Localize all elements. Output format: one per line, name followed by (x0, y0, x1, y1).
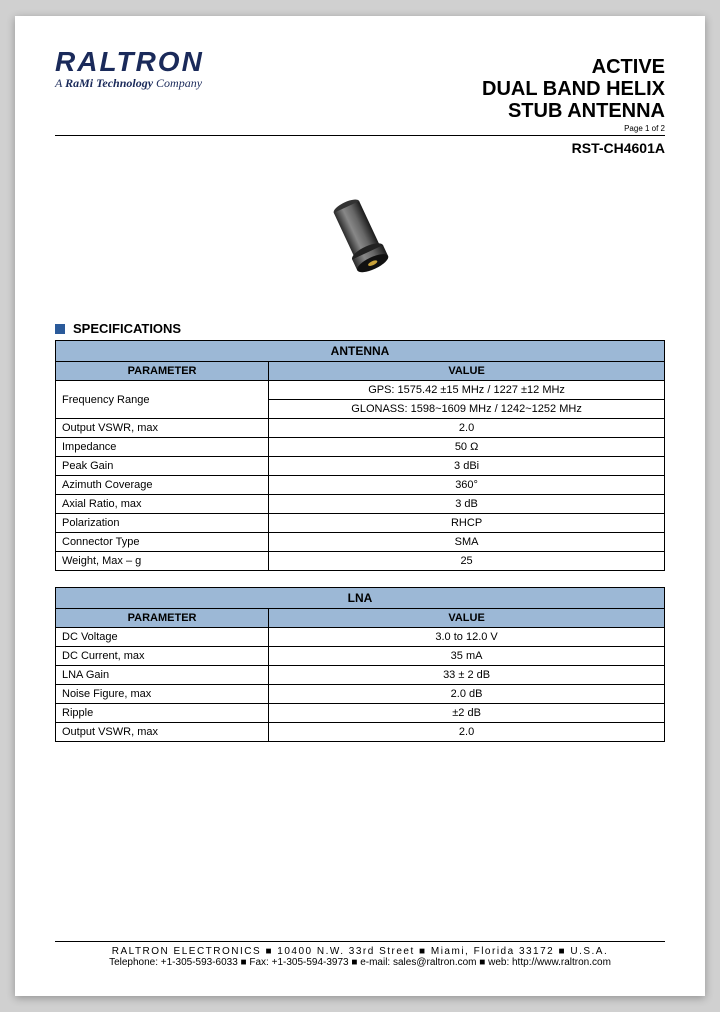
value-cell: 2.0 (269, 419, 665, 438)
value-cell: 50 Ω (269, 438, 665, 457)
param-cell: Polarization (56, 514, 269, 533)
value-cell: 35 mA (269, 647, 665, 666)
table-row: Weight, Max – g25 (56, 552, 665, 571)
value-cell: 3.0 to 12.0 V (269, 628, 665, 647)
table-row: Ripple±2 dB (56, 704, 665, 723)
table1-header-value: VALUE (269, 362, 665, 381)
freq-value-1: GPS: 1575.42 ±15 MHz / 1227 ±12 MHz (269, 381, 665, 400)
table-row: Azimuth Coverage360° (56, 476, 665, 495)
value-cell: 25 (269, 552, 665, 571)
table-row: Axial Ratio, max3 dB (56, 495, 665, 514)
param-cell: Ripple (56, 704, 269, 723)
param-cell: Peak Gain (56, 457, 269, 476)
datasheet-page: RALTRON A RaMi Technology Company ACTIVE… (15, 16, 705, 996)
footer-divider (55, 941, 665, 942)
antenna-table: ANTENNA PARAMETER VALUE Frequency Range … (55, 340, 665, 571)
value-cell: RHCP (269, 514, 665, 533)
table1-header-param: PARAMETER (56, 362, 269, 381)
param-cell: Impedance (56, 438, 269, 457)
value-cell: 2.0 (269, 723, 665, 742)
value-cell: 2.0 dB (269, 685, 665, 704)
section-title: SPECIFICATIONS (73, 321, 181, 336)
table-row: DC Current, max35 mA (56, 647, 665, 666)
table2-header-param: PARAMETER (56, 609, 269, 628)
footer-line-1: RALTRON ELECTRONICS ■ 10400 N.W. 33rd St… (55, 946, 665, 957)
product-image (55, 186, 665, 291)
param-cell: Connector Type (56, 533, 269, 552)
value-cell: SMA (269, 533, 665, 552)
title-line-3: STUB ANTENNA (55, 100, 665, 122)
freq-value-2: GLONASS: 1598~1609 MHz / 1242~1252 MHz (269, 400, 665, 419)
value-cell: 360° (269, 476, 665, 495)
table-row: Impedance50 Ω (56, 438, 665, 457)
table-row: Frequency Range GPS: 1575.42 ±15 MHz / 1… (56, 381, 665, 400)
freq-param: Frequency Range (56, 381, 269, 419)
param-cell: DC Current, max (56, 647, 269, 666)
table-row: Output VSWR, max2.0 (56, 419, 665, 438)
footer-line-2: Telephone: +1-305-593-6033 ■ Fax: +1-305… (55, 957, 665, 968)
table2-header-value: VALUE (269, 609, 665, 628)
table1-title: ANTENNA (56, 341, 665, 362)
value-cell: 33 ± 2 dB (269, 666, 665, 685)
param-cell: Noise Figure, max (56, 685, 269, 704)
param-cell: Weight, Max – g (56, 552, 269, 571)
table-row: Output VSWR, max2.0 (56, 723, 665, 742)
table-row: Peak Gain3 dBi (56, 457, 665, 476)
param-cell: Axial Ratio, max (56, 495, 269, 514)
divider (55, 135, 665, 136)
param-cell: DC Voltage (56, 628, 269, 647)
antenna-icon (315, 186, 405, 286)
table-row: Connector TypeSMA (56, 533, 665, 552)
table-row: Noise Figure, max2.0 dB (56, 685, 665, 704)
param-cell: Output VSWR, max (56, 419, 269, 438)
value-cell: 3 dBi (269, 457, 665, 476)
table-row: DC Voltage3.0 to 12.0 V (56, 628, 665, 647)
param-cell: Output VSWR, max (56, 723, 269, 742)
table-row: LNA Gain33 ± 2 dB (56, 666, 665, 685)
param-cell: LNA Gain (56, 666, 269, 685)
lna-table: LNA PARAMETER VALUE DC Voltage3.0 to 12.… (55, 587, 665, 742)
page-number: Page 1 of 2 (55, 124, 665, 133)
footer: RALTRON ELECTRONICS ■ 10400 N.W. 33rd St… (55, 941, 665, 968)
section-header: SPECIFICATIONS (55, 321, 665, 336)
table2-title: LNA (56, 588, 665, 609)
value-cell: ±2 dB (269, 704, 665, 723)
bullet-icon (55, 324, 65, 334)
table-row: PolarizationRHCP (56, 514, 665, 533)
part-number: RST-CH4601A (55, 140, 665, 156)
param-cell: Azimuth Coverage (56, 476, 269, 495)
value-cell: 3 dB (269, 495, 665, 514)
